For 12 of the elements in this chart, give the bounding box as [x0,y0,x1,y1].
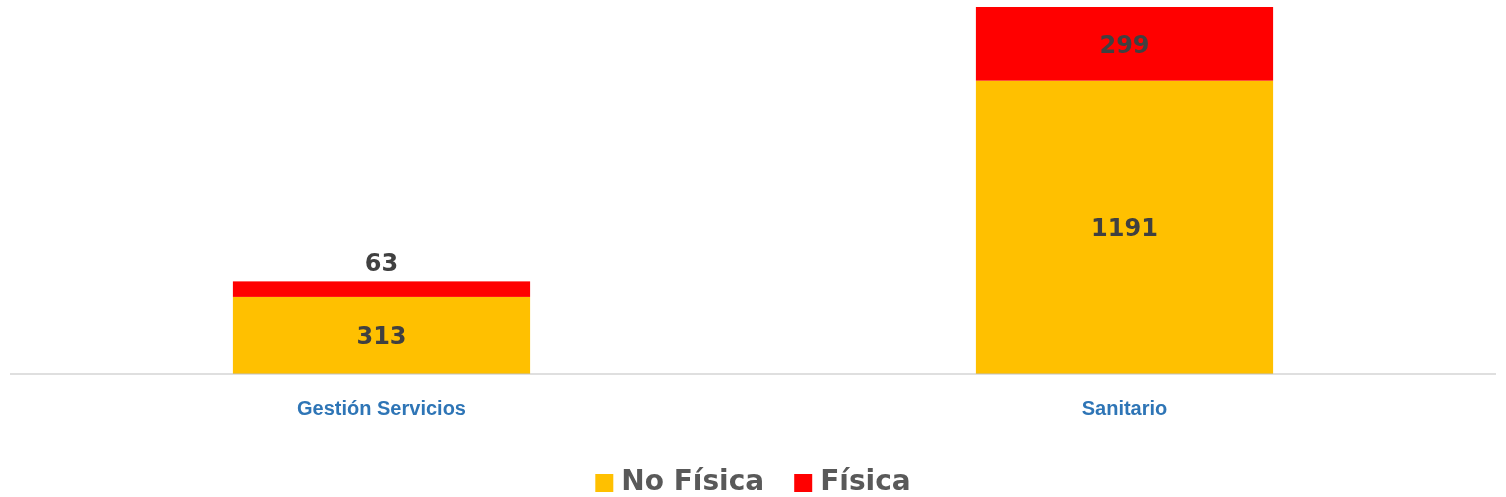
legend-label: Física [820,464,911,497]
bar [975,7,1274,81]
x-tick-label: Gestión Servicios [297,397,466,419]
x-tick-label: Sanitario [1081,397,1168,419]
data-label: 313 [356,322,407,351]
bar [975,80,1274,374]
bar [232,296,531,374]
data-label: 63 [364,249,399,278]
legend-label: No Física [621,464,765,497]
bar [232,281,531,297]
data-label: 299 [1099,30,1150,59]
data-label: 1191 [1091,214,1158,243]
